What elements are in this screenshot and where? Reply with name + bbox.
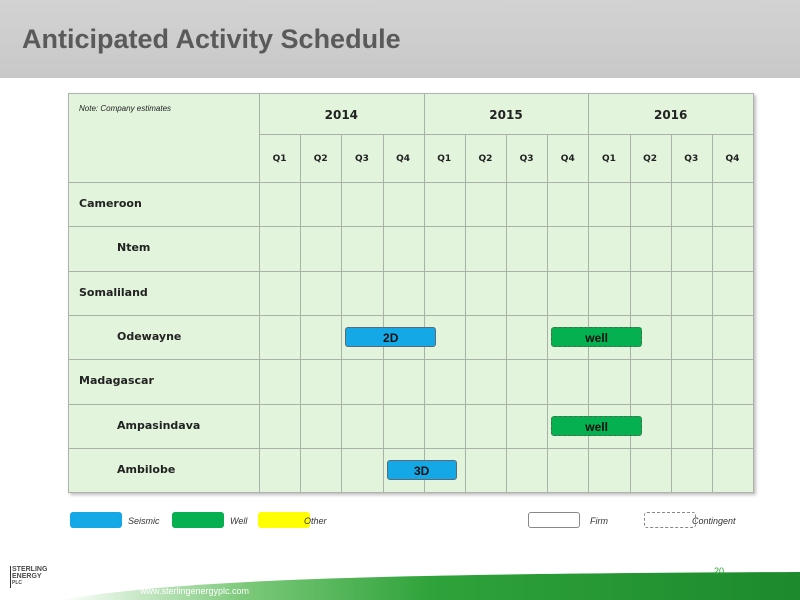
grid-line-vertical: [588, 94, 590, 493]
quarter-header: Q4: [725, 154, 740, 164]
project-row-label: Odewayne: [117, 330, 182, 344]
grid-line-vertical: [464, 134, 466, 493]
slide-title: Anticipated Activity Schedule: [22, 24, 401, 54]
seismic-activity-bar: 2D: [345, 327, 437, 348]
well-activity-bar: well: [551, 327, 642, 348]
seismic-activity-bar: 3D: [386, 459, 457, 480]
quarter-header: Q3: [354, 154, 369, 164]
country-row-label: Somaliland: [79, 285, 148, 299]
legend-seismic-label: Seismic: [128, 516, 160, 526]
quarter-header: Q4: [396, 154, 411, 164]
grid-line-vertical: [547, 134, 549, 493]
grid-line-vertical: [423, 94, 425, 493]
grid-line-vertical: [506, 134, 508, 493]
grid-line-horizontal: [69, 359, 754, 361]
quarter-header: Q3: [684, 154, 699, 164]
legend-other-swatch: [258, 512, 310, 528]
legend-contingent-label: Contingent: [692, 516, 736, 526]
footer-band: [60, 572, 800, 600]
grid-line-vertical: [629, 134, 631, 493]
legend-other-label: Other: [304, 516, 327, 526]
country-row-label: Madagascar: [79, 374, 154, 388]
grid-line-horizontal: [69, 182, 754, 183]
quarter-header: Q2: [478, 154, 493, 164]
project-row-label: Ampasindava: [117, 418, 201, 432]
legend-contingent-swatch: [644, 512, 696, 528]
country-row-label: Cameroon: [79, 197, 142, 211]
footer-url[interactable]: www.sterlingenergyplc.com: [140, 586, 250, 596]
grid-line-vertical: [259, 94, 260, 493]
grid-line-horizontal: [69, 226, 754, 228]
grid-line-horizontal: [69, 314, 754, 316]
year-header: 2014: [324, 108, 359, 122]
quarter-header: Q4: [560, 154, 575, 164]
grid-line-horizontal: [259, 134, 754, 135]
title-bar: Anticipated Activity Schedule: [0, 0, 800, 78]
logo-text-line-2: ENERGY: [12, 573, 42, 580]
quarter-header: Q1: [437, 154, 452, 164]
grid-line-vertical: [711, 134, 713, 493]
grid-line-horizontal: [69, 270, 754, 272]
grid-line-vertical: [670, 134, 672, 493]
grid-line-horizontal: [69, 403, 754, 405]
grid-line-vertical: [341, 134, 343, 493]
quarter-header: Q1: [272, 154, 287, 164]
grid-line-horizontal: [69, 447, 754, 449]
legend-firm-swatch: [528, 512, 580, 528]
logo-text-line-3: PLC: [12, 580, 22, 586]
year-header: 2015: [489, 108, 523, 122]
year-header: 2016: [653, 108, 688, 122]
page-number: 20: [714, 566, 725, 576]
legend-well-swatch: [172, 512, 224, 528]
table-note: Note: Company estimates: [79, 104, 172, 113]
project-row-label: Ambilobe: [117, 462, 176, 476]
quarter-header: Q1: [601, 154, 616, 164]
quarter-header: Q2: [643, 154, 658, 164]
well-activity-bar: well: [551, 415, 642, 436]
legend-well-label: Well: [230, 516, 248, 526]
project-row-label: Ntem: [117, 241, 151, 255]
quarter-header: Q3: [519, 154, 534, 164]
logo-text-line-1: STERLING: [12, 566, 48, 573]
legend-seismic-swatch: [70, 512, 122, 528]
quarter-header: Q2: [313, 154, 328, 164]
sterling-energy-logo: STERLING ENERGY PLC: [10, 566, 50, 588]
activity-schedule-table: Note: Company estimates 2014 2015 2016 Q1 Q2…: [68, 93, 754, 493]
grid-line-vertical: [300, 134, 302, 493]
grid-line-vertical: [382, 134, 384, 493]
legend-firm-label: Firm: [590, 516, 608, 526]
